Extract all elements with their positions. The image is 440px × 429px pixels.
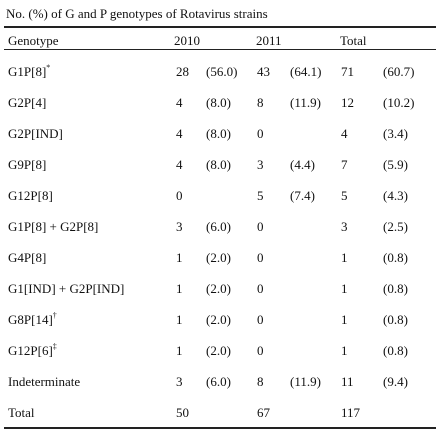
percent-cell: (2.0) xyxy=(206,312,231,327)
count-cell: 0 xyxy=(257,343,264,358)
percent-cell: (5.9) xyxy=(383,157,408,172)
genotype-cell: G2P[IND] xyxy=(8,126,63,142)
genotype: G12P[8] xyxy=(8,188,53,203)
percent-cell: (10.2) xyxy=(383,95,415,110)
footnote-mark: * xyxy=(46,63,51,72)
percent-cell: (64.1) xyxy=(290,64,322,79)
percent-cell: (9.4) xyxy=(383,374,408,389)
count-cell: 8 xyxy=(257,374,264,389)
count-cell: 3 xyxy=(176,374,183,389)
count-cell: 0 xyxy=(257,281,264,296)
footnote-mark: ‡ xyxy=(52,342,57,351)
column-header: Genotype xyxy=(8,33,59,48)
percent-cell: (8.0) xyxy=(206,157,231,172)
genotype-cell: Total xyxy=(8,405,35,421)
top-rule xyxy=(4,26,436,28)
genotype: G1P[8] xyxy=(8,64,47,79)
genotype-cell: G12P[8] xyxy=(8,188,53,204)
count-cell: 28 xyxy=(176,64,189,79)
count-cell: 11 xyxy=(341,374,354,389)
count-cell: 0 xyxy=(257,312,264,327)
percent-cell: (11.9) xyxy=(290,95,321,110)
count-cell: 1 xyxy=(341,312,348,327)
count-cell: 12 xyxy=(341,95,354,110)
count-cell: 117 xyxy=(341,405,361,420)
table-title: No. (%) of G and P genotypes of Rotaviru… xyxy=(6,6,268,21)
genotype-cell: G1[IND] + G2P[IND] xyxy=(8,281,124,297)
genotype: G9P[8] xyxy=(8,157,47,172)
percent-cell: (4.3) xyxy=(383,188,408,203)
count-cell: 71 xyxy=(341,64,354,79)
column-header: Total xyxy=(340,33,367,48)
count-cell: 4 xyxy=(176,157,183,172)
count-cell: 0 xyxy=(176,188,183,203)
count-cell: 5 xyxy=(257,188,264,203)
column-header: 2010 xyxy=(174,33,200,48)
count-cell: 1 xyxy=(176,343,183,358)
count-cell: 1 xyxy=(341,250,348,265)
genotype-cell: Indeterminate xyxy=(8,374,80,390)
genotype-cell: G1P[8] + G2P[8] xyxy=(8,219,98,235)
genotype: Indeterminate xyxy=(8,374,81,389)
percent-cell: (2.0) xyxy=(206,281,231,296)
count-cell: 5 xyxy=(341,188,348,203)
percent-cell: (0.8) xyxy=(383,250,408,265)
genotype: G2P[IND] xyxy=(8,126,63,141)
count-cell: 1 xyxy=(176,250,183,265)
count-cell: 1 xyxy=(176,281,183,296)
bottom-rule xyxy=(4,427,436,429)
percent-cell: (0.8) xyxy=(383,281,408,296)
genotype-cell: G1P[8]* xyxy=(8,64,50,80)
footnote-mark: † xyxy=(52,311,57,320)
count-cell: 1 xyxy=(341,343,348,358)
count-cell: 3 xyxy=(341,219,348,234)
percent-cell: (2.5) xyxy=(383,219,408,234)
count-cell: 8 xyxy=(257,95,264,110)
genotype: G4P[8] xyxy=(8,250,47,265)
genotype: G1[IND] + G2P[IND] xyxy=(8,281,125,296)
genotype: G2P[4] xyxy=(8,95,47,110)
count-cell: 43 xyxy=(257,64,270,79)
percent-cell: (2.0) xyxy=(206,250,231,265)
count-cell: 1 xyxy=(341,281,348,296)
count-cell: 4 xyxy=(341,126,348,141)
column-header: 2011 xyxy=(256,33,282,48)
genotype: G1P[8] + G2P[8] xyxy=(8,219,99,234)
percent-cell: (6.0) xyxy=(206,219,231,234)
count-cell: 0 xyxy=(257,250,264,265)
percent-cell: (2.0) xyxy=(206,343,231,358)
count-cell: 7 xyxy=(341,157,348,172)
count-cell: 50 xyxy=(176,405,189,420)
header-rule xyxy=(4,49,436,50)
percent-cell: (7.4) xyxy=(290,188,315,203)
count-cell: 0 xyxy=(257,219,264,234)
percent-cell: (60.7) xyxy=(383,64,415,79)
genotype: Total xyxy=(8,405,35,420)
count-cell: 4 xyxy=(176,95,183,110)
genotype-cell: G8P[14]† xyxy=(8,312,57,328)
count-cell: 1 xyxy=(176,312,183,327)
percent-cell: (4.4) xyxy=(290,157,315,172)
count-cell: 3 xyxy=(257,157,264,172)
count-cell: 67 xyxy=(257,405,270,420)
genotype-cell: G2P[4] xyxy=(8,95,46,111)
count-cell: 0 xyxy=(257,126,264,141)
percent-cell: (0.8) xyxy=(383,312,408,327)
percent-cell: (56.0) xyxy=(206,64,238,79)
percent-cell: (0.8) xyxy=(383,343,408,358)
percent-cell: (8.0) xyxy=(206,95,231,110)
percent-cell: (3.4) xyxy=(383,126,408,141)
genotype: G8P[14] xyxy=(8,312,53,327)
percent-cell: (6.0) xyxy=(206,374,231,389)
genotype: G12P[6] xyxy=(8,343,53,358)
genotype-cell: G9P[8] xyxy=(8,157,46,173)
genotype-cell: G12P[6]‡ xyxy=(8,343,57,359)
count-cell: 4 xyxy=(176,126,183,141)
percent-cell: (8.0) xyxy=(206,126,231,141)
genotype-cell: G4P[8] xyxy=(8,250,46,266)
count-cell: 3 xyxy=(176,219,183,234)
percent-cell: (11.9) xyxy=(290,374,321,389)
